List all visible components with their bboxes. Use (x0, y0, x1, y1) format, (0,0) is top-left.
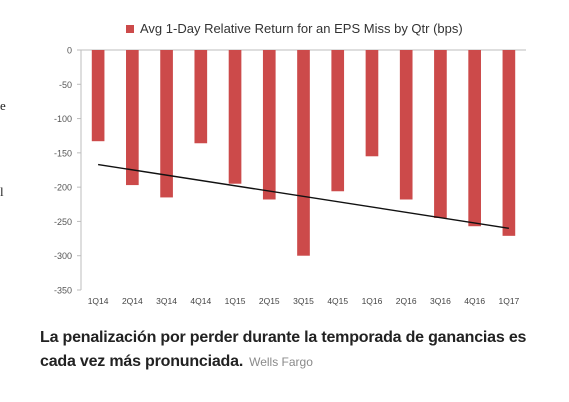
bar-4Q16 (468, 50, 481, 227)
caption-source: Wells Fargo (249, 355, 313, 369)
x-tick-label: 1Q16 (362, 296, 383, 306)
bar-3Q16 (434, 50, 447, 218)
bar-4Q14 (194, 50, 208, 144)
x-tick-label: 2Q15 (259, 296, 280, 306)
bar-4Q15 (331, 50, 345, 192)
trendline (98, 163, 509, 229)
x-tick-label: 4Q14 (190, 296, 211, 306)
bar-3Q15 (297, 50, 310, 256)
truncated-text-fragment: e (0, 98, 6, 113)
chart-caption: La penalización por perder durante la te… (40, 326, 540, 374)
y-tick-label: -300 (54, 251, 72, 261)
bar-2Q14 (126, 50, 139, 186)
y-tick-label: -50 (59, 80, 72, 90)
chart-legend: Avg 1-Day Relative Return for an EPS Mis… (126, 21, 463, 36)
x-tick-label: 2Q14 (122, 296, 143, 306)
y-axis-ticks: 0 -50 -100 -150 -200 -250 -300 -350 (54, 46, 81, 296)
bar-chart: Avg 1-Day Relative Return for an EPS Mis… (40, 8, 530, 318)
bar-2Q15 (262, 50, 276, 200)
chart-trendline (98, 163, 509, 229)
bar-3Q14 (160, 50, 173, 198)
x-tick-label: 4Q15 (327, 296, 348, 306)
chart-bars (91, 50, 516, 256)
y-tick-label: -100 (54, 114, 72, 124)
legend-label: Avg 1-Day Relative Return for an EPS Mis… (140, 21, 463, 36)
y-tick-label: -150 (54, 148, 72, 158)
x-tick-label: 3Q15 (293, 296, 314, 306)
bar-2Q16 (399, 50, 413, 200)
x-tick-label: 1Q17 (498, 296, 519, 306)
y-tick-label: 0 (67, 46, 72, 56)
y-tick-label: -350 (54, 286, 72, 296)
x-tick-label: 3Q16 (430, 296, 451, 306)
bar-chart-svg: Avg 1-Day Relative Return for an EPS Mis… (54, 21, 526, 306)
bar-1Q16 (365, 50, 379, 157)
x-tick-label: 4Q16 (464, 296, 485, 306)
x-axis-ticks: 1Q14 2Q14 3Q14 4Q14 1Q15 2Q15 3Q15 4Q15 1Q16 2Q16… (88, 296, 520, 306)
x-tick-label: 1Q15 (225, 296, 246, 306)
caption-text: La penalización por perder durante la te… (40, 329, 527, 370)
x-tick-label: 3Q14 (156, 296, 177, 306)
bar-1Q14 (91, 50, 105, 142)
legend-swatch (126, 25, 134, 33)
bar-1Q15 (228, 50, 242, 184)
bar-1Q17 (502, 50, 516, 236)
y-tick-label: -200 (54, 183, 72, 193)
y-tick-label: -250 (54, 217, 72, 227)
x-tick-label: 1Q14 (88, 296, 109, 306)
truncated-text-fragment: l (0, 184, 4, 199)
x-tick-label: 2Q16 (396, 296, 417, 306)
